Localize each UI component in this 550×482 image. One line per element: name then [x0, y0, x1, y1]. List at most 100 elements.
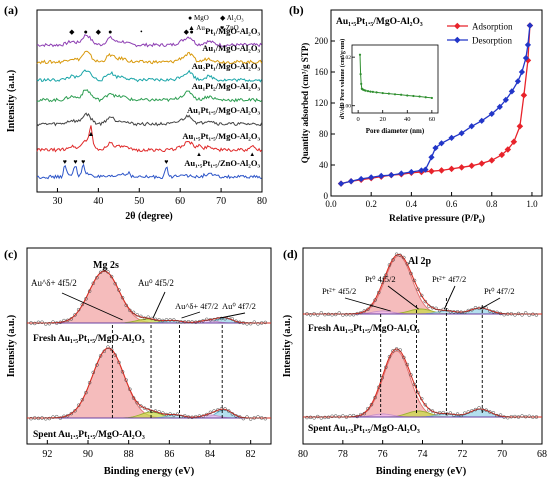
xps-data-point — [462, 310, 467, 315]
xps-data-point — [76, 307, 81, 312]
xps-data-point — [452, 413, 456, 417]
xps-data-point — [175, 412, 180, 416]
xps-data-point — [466, 308, 471, 313]
panel-b-desorption-point — [458, 130, 465, 137]
panel-b-desorption-point — [524, 41, 532, 48]
xps-data-point — [201, 414, 205, 418]
xps-data-point — [234, 414, 238, 418]
panel-b-adsorption-point — [448, 165, 455, 173]
xps-data-point — [139, 314, 143, 319]
xps-data-point — [380, 280, 385, 285]
xps-data-point — [204, 412, 209, 417]
panel-c-au0-72-label: Au⁰ 4f7/2 — [222, 301, 256, 311]
panel-c-xps-au: (c) Intensity (a.u.) Binding energy (eV)… — [4, 247, 272, 477]
xps-data-point — [333, 312, 338, 317]
xps-data-point — [419, 396, 424, 401]
inset-y-tick-label: 0.02 — [341, 55, 351, 61]
xps-data-point — [234, 319, 238, 324]
xps-data-point — [527, 414, 532, 419]
xps-data-point — [427, 304, 431, 308]
inset-point — [418, 95, 421, 98]
panel-b-y-tick-label: 40 — [319, 160, 329, 170]
panel-b-desorption-point — [448, 134, 455, 141]
panel-a-marker: ◆ — [184, 28, 190, 36]
xps-data-point — [405, 262, 410, 266]
xps-data-point — [330, 414, 334, 419]
inset-point — [430, 96, 433, 100]
xps-data-point — [84, 390, 88, 395]
xps-data-point — [120, 295, 125, 300]
xps-data-point — [208, 318, 213, 322]
panel-a-marker: ● — [190, 28, 194, 36]
xps-data-point — [62, 318, 66, 323]
panel-b-desorption-point — [408, 168, 415, 176]
xps-data-point — [168, 318, 172, 322]
xps-data-point — [344, 415, 349, 419]
panel-b-legend-label: Desorption — [472, 36, 512, 46]
panel-c-frame — [26, 247, 272, 445]
panel-c-mg2s-label: Mg 2s — [93, 260, 119, 271]
xps-data-point — [172, 413, 176, 417]
xps-data-point — [355, 414, 359, 419]
xps-label-arrow — [387, 285, 419, 310]
xps-data-point — [47, 321, 52, 326]
xps-tick-label: 76 — [378, 449, 388, 460]
panel-d-pt0-52-label: Pt⁰ 4f5/2 — [365, 274, 396, 284]
xps-label-arrow — [220, 312, 246, 319]
xps-data-point — [51, 320, 55, 324]
panel-b-x-tick-label: 1.0 — [526, 199, 538, 209]
xps-data-point — [142, 406, 147, 410]
xps-data-point — [416, 287, 420, 292]
xps-data-point — [109, 274, 114, 279]
xps-data-point — [117, 288, 121, 292]
xps-data-point — [333, 414, 338, 418]
xps-data-point — [248, 417, 253, 421]
xps-data-point — [168, 412, 172, 416]
panel-b-desorption-point — [518, 68, 526, 76]
panel-b-adsorption-point — [488, 157, 496, 164]
panel-a-pattern-line — [36, 89, 262, 103]
xps-data-point — [215, 316, 220, 321]
panel-a-ylabel: Intensity (a.u.) — [6, 70, 17, 133]
xps-data-point — [330, 313, 334, 317]
xps-data-point — [376, 385, 381, 390]
xps-data-point — [502, 312, 506, 317]
xps-data-point — [412, 382, 417, 387]
panel-b-xlabel: Relative pressure (P/P₀) — [389, 213, 485, 224]
panel-d-al2p-label: Al 2p — [408, 256, 432, 267]
xps-data-point — [405, 362, 410, 367]
xps-data-point — [113, 353, 117, 357]
panel-b-desorption-point — [378, 172, 385, 179]
xps-data-point — [434, 306, 438, 311]
panel-a-pattern-line — [36, 69, 263, 83]
xps-data-point — [337, 311, 341, 315]
xps-data-point — [305, 415, 309, 420]
xps-data-point — [135, 400, 139, 405]
xps-data-point — [380, 375, 385, 380]
xps-data-point — [513, 313, 517, 317]
panel-d-x-ticks: 80 78 76 74 72 70 68 — [298, 440, 547, 460]
panel-c-aud-52-label: Au^δ+ 4f5/2 — [31, 278, 77, 288]
xps-data-point — [505, 415, 510, 420]
xps-data-point — [190, 415, 194, 420]
xps-data-point — [212, 317, 216, 322]
xps-data-point — [135, 313, 139, 317]
xps-data-point — [369, 402, 374, 407]
panel-d-fresh-label: Fresh Au₁.₅Pt₁.₅/MgO-Al₂O₃ — [308, 324, 420, 334]
panel-a-peak-markers: ● ●◆ ◆ ◆ ●•▲▲ ▲♥ ♥ ♥ ♥ — [63, 28, 255, 166]
panel-b-adsorption-point — [520, 91, 528, 99]
panel-b-adsorption-point — [504, 146, 512, 153]
xps-data-point — [387, 354, 392, 359]
xps-data-point — [520, 414, 524, 418]
xps-data-point — [40, 416, 44, 420]
panel-a-marker: ◆ — [96, 28, 102, 36]
panel-b-y-tick-label: 160 — [315, 67, 329, 77]
xps-data-point — [319, 416, 324, 420]
xps-data-point — [495, 310, 499, 315]
panel-b-desorption-point — [337, 180, 345, 187]
panel-a-marker: • — [140, 28, 143, 36]
panel-b-x-tick-label: 0.6 — [446, 199, 458, 209]
panel-b-desorption-point — [368, 174, 375, 181]
xps-data-point — [455, 412, 460, 416]
xps-data-point — [473, 305, 478, 310]
